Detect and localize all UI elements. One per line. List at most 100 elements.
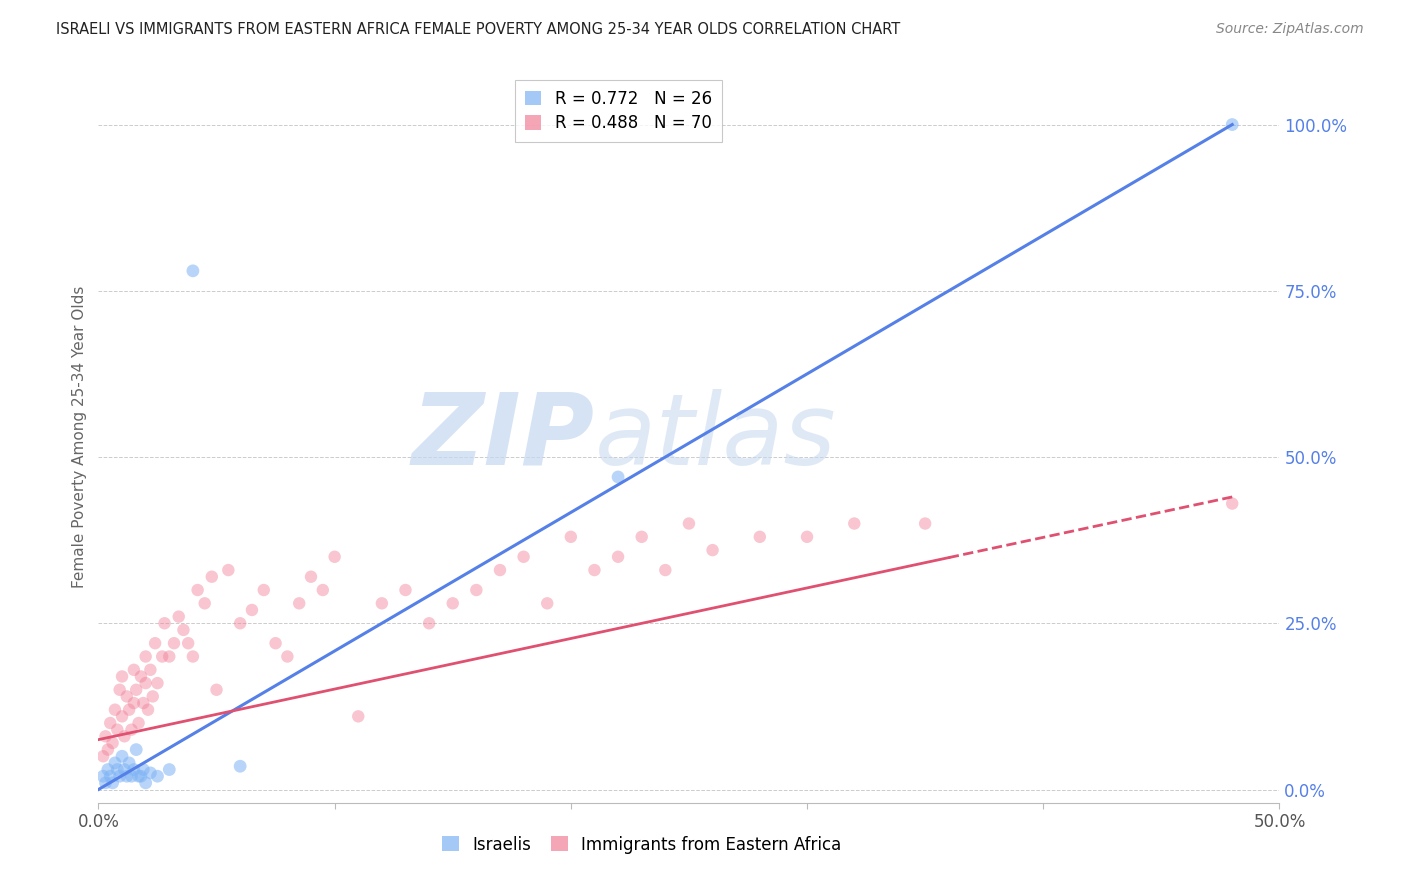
Point (1220, 118, 1243, 132)
Point (177, 636, 200, 650)
Point (118, 703, 141, 717)
Point (394, 582, 416, 597)
Point (118, 756, 141, 770)
Point (122, 763, 145, 777)
Point (98, 716, 121, 731)
Point (142, 690, 165, 704)
Point (97, 742, 120, 756)
Point (748, 530, 770, 544)
Point (217, 563, 239, 577)
Point (654, 563, 676, 577)
Point (276, 649, 298, 664)
Point (146, 769, 169, 783)
Point (153, 616, 176, 631)
Point (489, 563, 512, 577)
Point (914, 516, 936, 531)
Legend: Israelis, Immigrants from Eastern Africa: Israelis, Immigrants from Eastern Africa (436, 829, 848, 860)
Point (536, 596, 558, 610)
Point (253, 582, 276, 597)
Point (129, 769, 152, 783)
Point (108, 769, 131, 783)
Point (101, 776, 124, 790)
Point (135, 649, 157, 664)
Point (187, 582, 209, 597)
Point (312, 582, 335, 597)
Point (702, 543, 724, 558)
Point (678, 516, 700, 531)
Point (607, 549, 630, 564)
Point (583, 563, 606, 577)
Point (465, 582, 488, 597)
Y-axis label: Female Poverty Among 25-34 Year Olds: Female Poverty Among 25-34 Year Olds (72, 286, 87, 588)
Point (299, 570, 322, 584)
Text: ISRAELI VS IMMIGRANTS FROM EASTERN AFRICA FEMALE POVERTY AMONG 25-34 YEAR OLDS C: ISRAELI VS IMMIGRANTS FROM EASTERN AFRIC… (56, 22, 900, 37)
Point (264, 636, 287, 650)
Point (150, 649, 173, 664)
Point (371, 596, 394, 610)
Point (111, 749, 134, 764)
Point (796, 530, 818, 544)
Point (105, 763, 128, 777)
Point (441, 596, 464, 610)
Point (104, 756, 127, 770)
Point (229, 616, 252, 631)
Point (146, 676, 169, 690)
Point (101, 736, 124, 750)
Text: Source: ZipAtlas.com: Source: ZipAtlas.com (1216, 22, 1364, 37)
Point (122, 696, 145, 710)
Point (512, 549, 534, 564)
Point (181, 649, 204, 664)
Point (143, 636, 166, 650)
Point (129, 669, 152, 683)
Point (630, 530, 652, 544)
Point (94, 729, 117, 743)
Point (205, 682, 228, 697)
Point (347, 709, 370, 723)
Point (607, 470, 630, 484)
Point (115, 690, 138, 704)
Point (111, 669, 134, 683)
Point (112, 729, 135, 743)
Point (288, 596, 311, 610)
Point (91, 749, 114, 764)
Point (121, 723, 143, 737)
Point (560, 530, 582, 544)
Point (132, 763, 155, 777)
Point (105, 723, 128, 737)
Point (163, 636, 186, 650)
Point (115, 769, 138, 783)
Point (323, 549, 346, 564)
Point (111, 709, 134, 723)
Point (132, 696, 155, 710)
Point (91, 769, 114, 783)
Point (121, 769, 143, 783)
Point (122, 663, 145, 677)
Point (844, 516, 866, 531)
Point (128, 769, 150, 783)
Point (240, 603, 263, 617)
Point (194, 596, 217, 610)
Point (1220, 497, 1243, 511)
Point (108, 682, 131, 697)
Point (135, 676, 157, 690)
Point (167, 609, 190, 624)
Point (157, 763, 180, 777)
Point (139, 765, 162, 780)
Point (172, 623, 194, 637)
Point (128, 716, 150, 731)
Point (94, 776, 117, 790)
Point (136, 703, 159, 717)
Point (418, 616, 440, 631)
Point (97, 763, 120, 777)
Point (201, 570, 224, 584)
Point (181, 264, 204, 278)
Point (157, 649, 180, 664)
Point (229, 759, 252, 773)
Point (112, 763, 135, 777)
Point (104, 703, 127, 717)
Point (98, 769, 121, 783)
Point (135, 776, 157, 790)
Point (139, 663, 162, 677)
Point (125, 742, 148, 756)
Point (125, 682, 148, 697)
